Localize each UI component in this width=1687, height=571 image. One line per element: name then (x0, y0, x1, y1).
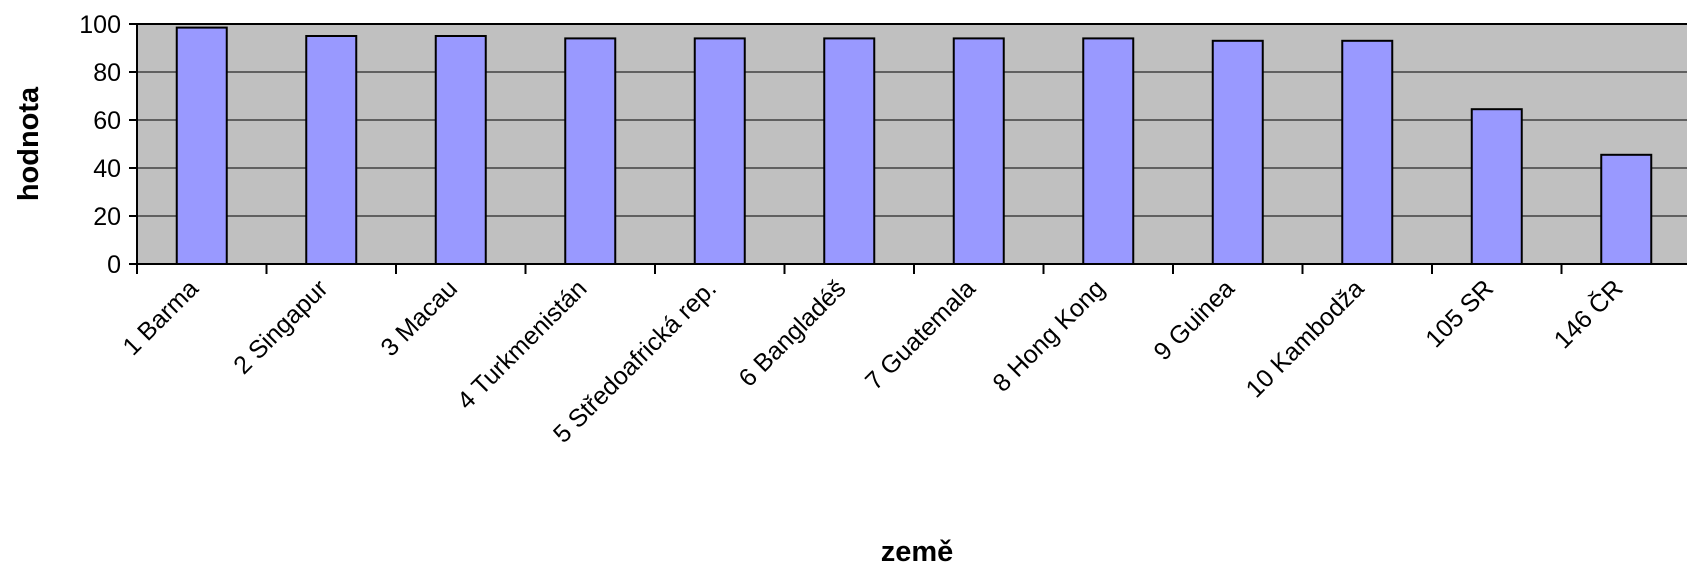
bars (175, 26, 1653, 266)
y-tick-label: 40 (93, 155, 121, 183)
x-tick-label: 9 Guinea (1148, 274, 1240, 366)
axes (129, 23, 1687, 274)
x-tick-label: 105 SR (1420, 274, 1499, 353)
bar (823, 37, 876, 266)
bar (175, 26, 228, 265)
y-tick-labels: 0 20 40 60 80 100 (79, 11, 121, 279)
x-tick-label: 146 ČR (1548, 274, 1628, 354)
x-tick-label: 8 Hong Kong (987, 274, 1110, 397)
y-tick-label: 20 (93, 203, 121, 231)
bar (434, 35, 487, 265)
bar (693, 37, 746, 266)
bar (1082, 37, 1135, 266)
bar (1341, 39, 1394, 265)
bar (1600, 153, 1653, 265)
y-tick-label: 100 (79, 11, 121, 39)
y-tick-label: 60 (93, 107, 121, 135)
bar (1211, 39, 1264, 265)
bar (1470, 108, 1523, 265)
gridlines (137, 23, 1687, 217)
x-tick-label: 10 Kambodža (1241, 274, 1370, 403)
x-tick-label: 2 Singapur (228, 274, 333, 379)
plot-area (137, 24, 1687, 264)
x-tick-label: 6 Bangladéš (733, 274, 851, 392)
bar (952, 37, 1005, 266)
x-tick-label: 7 Guatemala (860, 274, 981, 395)
y-tick-label: 0 (107, 251, 121, 279)
x-axis-title: země (881, 536, 954, 566)
bar (564, 37, 617, 266)
y-tick-label: 80 (93, 59, 121, 87)
x-tick-label: 4 Turkmenistán (452, 274, 593, 415)
x-tick-label: 1 Barma (117, 274, 204, 361)
y-axis-title: hodnota (13, 86, 45, 201)
bar (305, 35, 358, 265)
x-tick-label: 3 Macau (375, 274, 463, 362)
